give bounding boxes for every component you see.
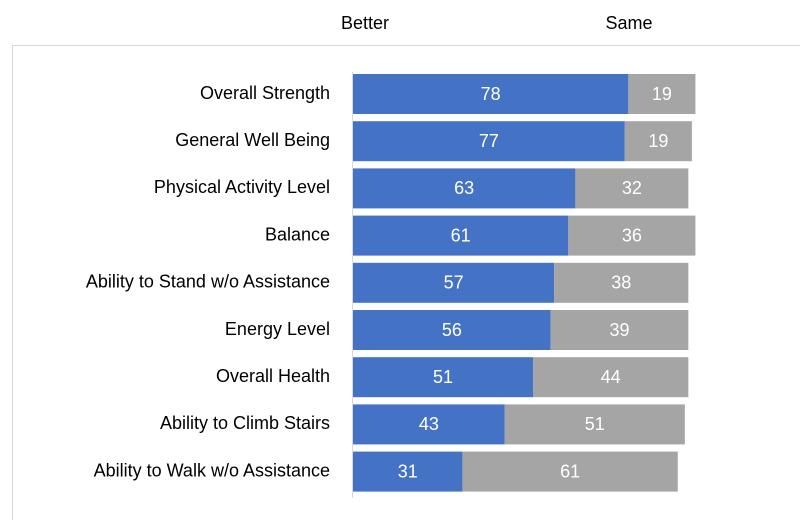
- data-label: 44: [601, 367, 621, 387]
- data-label: 31: [398, 461, 418, 481]
- data-label: 51: [585, 414, 605, 434]
- bar-segment: [504, 404, 685, 445]
- y-tick-label: Energy Level: [225, 319, 330, 339]
- data-label: 57: [444, 273, 464, 293]
- legend-label: Better: [341, 13, 389, 33]
- data-label: 19: [648, 131, 668, 151]
- bar-segment: [353, 74, 629, 114]
- bar-segment: [575, 168, 689, 209]
- y-tick-label: Physical Activity Level: [154, 177, 330, 197]
- data-label: 32: [622, 178, 642, 198]
- bar-segment: [568, 215, 696, 256]
- bar-segment: [353, 451, 463, 492]
- data-label: 43: [419, 414, 439, 434]
- data-label: 56: [442, 320, 462, 340]
- data-label: 51: [433, 367, 453, 387]
- bar-segment: [353, 168, 576, 209]
- data-label: 36: [622, 225, 642, 245]
- bar-segment: [353, 121, 625, 162]
- bar-segment: [353, 404, 505, 445]
- bar-segment: [533, 357, 689, 398]
- y-tick-label: Overall Strength: [200, 83, 330, 103]
- y-tick-label: General Well Being: [175, 130, 330, 150]
- y-tick-label: Balance: [265, 224, 330, 244]
- data-label: 63: [454, 178, 474, 198]
- data-label: 61: [560, 461, 580, 481]
- y-tick-label: Ability to Climb Stairs: [160, 413, 330, 433]
- bar-segment: [554, 262, 689, 303]
- data-label: 39: [609, 320, 629, 340]
- data-label: 38: [611, 273, 631, 293]
- bar-segment: [462, 451, 678, 492]
- bar-segment: [353, 262, 555, 303]
- bar-segment: [628, 74, 696, 114]
- bar-segment: [353, 310, 551, 350]
- data-label: 77: [479, 131, 499, 151]
- legend-label: Same: [605, 13, 652, 33]
- data-label: 61: [451, 225, 471, 245]
- bar-segment: [624, 121, 692, 162]
- bar-segment: [550, 310, 689, 350]
- y-tick-label: Ability to Stand w/o Assistance: [86, 272, 330, 292]
- y-tick-label: Ability to Walk w/o Assistance: [94, 460, 330, 480]
- bar-segment: [353, 357, 534, 398]
- y-tick-label: Overall Health: [216, 366, 330, 386]
- data-label: 19: [652, 84, 672, 104]
- data-label: 78: [481, 84, 501, 104]
- bar-segment: [353, 215, 569, 256]
- plot-frame: [12, 45, 800, 520]
